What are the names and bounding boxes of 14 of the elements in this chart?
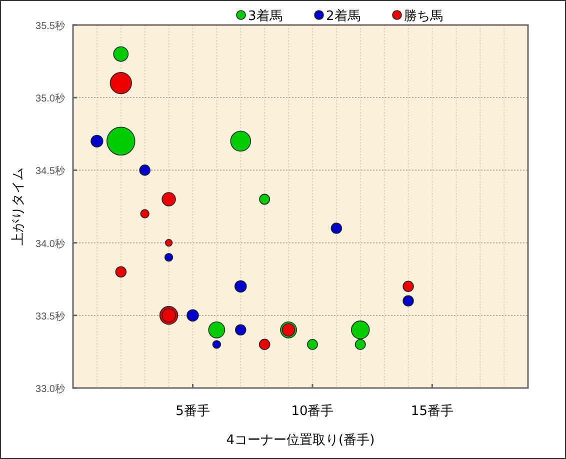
legend-label: 2着馬 — [326, 8, 360, 24]
x-tick-label: 5番手 — [176, 404, 210, 419]
y-tick-label: 34.0秒 — [36, 238, 65, 250]
y-tick-label: 35.5秒 — [36, 20, 65, 32]
y-tick-label: 35.0秒 — [36, 92, 65, 105]
x-axis-title: 4コーナー位置取り(番手) — [226, 433, 375, 448]
x-tick-label: 15番手 — [410, 404, 454, 419]
legend-label: 勝ち馬 — [404, 9, 443, 24]
y-axis-title: 上がりタイム — [11, 168, 26, 246]
x-tick-label: 10番手 — [291, 404, 334, 419]
legend-label: 3着馬 — [248, 8, 282, 24]
y-tick-label: 33.5秒 — [36, 310, 65, 322]
y-tick-label: 33.0秒 — [36, 383, 65, 395]
y-tick-label: 34.5秒 — [36, 165, 65, 178]
